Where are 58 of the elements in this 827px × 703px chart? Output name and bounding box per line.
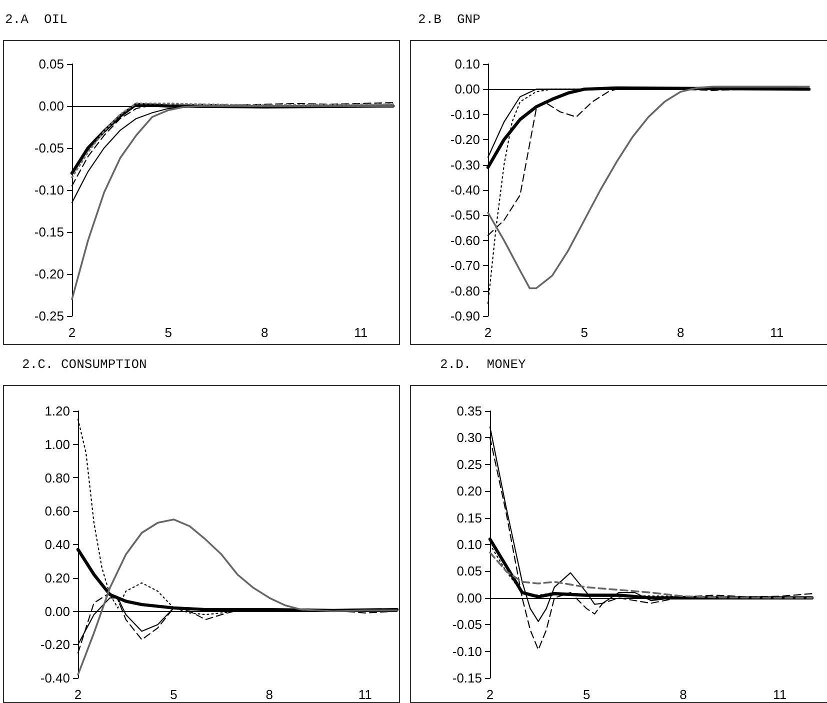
y-tick-label: 0.80 <box>44 470 70 486</box>
y-tick-label: -0.40 <box>450 182 480 198</box>
chart-title: 2.A OIL <box>5 12 68 27</box>
y-tick-label: 0.05 <box>456 564 482 579</box>
y-tick-label: 1.20 <box>44 404 70 418</box>
y-tick-label: 0.10 <box>454 56 480 72</box>
y-tick-label: -0.90 <box>450 308 480 324</box>
y-tick-label: 0.25 <box>456 456 482 472</box>
y-tick-label: 0.20 <box>44 570 70 586</box>
x-tick-label: 2 <box>68 325 76 340</box>
x-tick-label: 2 <box>486 687 494 702</box>
x-tick-label: 11 <box>770 325 784 340</box>
chart-title: 2.D. MONEY <box>440 357 526 372</box>
y-tick-label: 0.35 <box>456 404 482 418</box>
y-tick-label: 0.30 <box>456 430 482 446</box>
x-tick-label: 8 <box>676 325 684 340</box>
y-tick-label: 1.00 <box>44 436 70 452</box>
x-tick-label: 5 <box>170 687 178 702</box>
y-tick-label: -0.10 <box>34 182 64 198</box>
x-tick-label: 5 <box>580 325 588 340</box>
y-tick-label: 0.10 <box>456 537 482 552</box>
chart-title: 2.C. CONSUMPTION <box>22 357 147 372</box>
y-tick-label: -0.20 <box>40 637 70 652</box>
y-tick-label: 0.00 <box>44 604 70 619</box>
y-tick-label: -0.60 <box>450 232 480 248</box>
y-tick-label: 0.40 <box>44 537 70 552</box>
y-tick-label: 0.60 <box>44 504 70 519</box>
y-tick-label: -0.10 <box>452 644 482 659</box>
y-tick-label: -0.05 <box>452 617 482 632</box>
y-tick-label: -0.10 <box>450 106 480 122</box>
y-tick-label: 0.15 <box>456 510 482 526</box>
y-tick-label: -0.20 <box>34 266 64 282</box>
y-tick-label: 0.00 <box>38 98 64 114</box>
x-tick-label: 5 <box>582 687 590 702</box>
x-tick-label: 11 <box>354 325 368 340</box>
y-tick-label: -0.15 <box>34 224 64 240</box>
x-tick-label: 2 <box>74 687 82 702</box>
x-tick-label: 8 <box>266 687 274 702</box>
y-tick-label: -0.70 <box>450 258 480 274</box>
chart-title: 2.B GNP <box>418 12 480 27</box>
y-tick-label: 0.00 <box>454 82 480 97</box>
x-tick-label: 11 <box>773 687 787 702</box>
y-tick-label: -0.50 <box>450 208 480 223</box>
x-tick-label: 5 <box>164 325 172 340</box>
y-tick-label: 0.05 <box>38 56 64 72</box>
y-tick-label: -0.20 <box>450 132 480 148</box>
y-tick-label: 0.00 <box>456 590 482 606</box>
x-tick-label: 2 <box>484 325 492 340</box>
x-tick-label: 8 <box>680 687 687 702</box>
x-tick-label: 8 <box>260 325 268 340</box>
y-tick-label: 0.20 <box>456 484 482 499</box>
y-tick-label: -0.80 <box>450 283 480 298</box>
y-tick-label: -0.15 <box>452 670 482 686</box>
y-tick-label: -0.30 <box>450 157 480 172</box>
x-tick-label: 11 <box>358 687 372 702</box>
y-tick-label: -0.40 <box>40 670 70 686</box>
y-tick-label: -0.25 <box>34 308 64 324</box>
y-tick-label: -0.05 <box>34 140 64 156</box>
